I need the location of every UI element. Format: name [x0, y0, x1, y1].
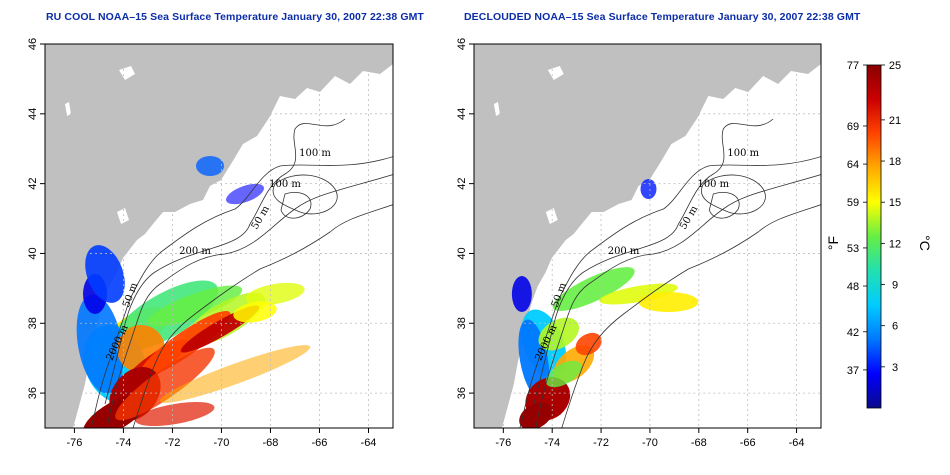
y-tick-label: 44	[27, 108, 39, 120]
colorbar-gradient	[867, 65, 881, 408]
celsius-tick-label: 25	[889, 60, 901, 72]
fahrenheit-tick-label: 77	[847, 60, 859, 72]
y-tick-label: 46	[456, 38, 468, 50]
y-tick-label: 40	[456, 247, 468, 259]
x-tick-label: -74	[544, 437, 560, 449]
y-tick-label: 46	[27, 38, 39, 50]
celsius-tick-label: 21	[889, 115, 901, 127]
y-tick-label: 40	[27, 247, 39, 259]
y-tick-label: 38	[27, 317, 39, 329]
x-tick-label: -64	[789, 437, 805, 449]
x-tick-label: -64	[361, 437, 377, 449]
y-tick-label: 36	[27, 387, 39, 399]
celsius-tick-label: 6	[892, 321, 898, 333]
x-tick-label: -74	[115, 437, 131, 449]
y-tick-label: 44	[456, 108, 468, 120]
contour-label: 100 m	[727, 148, 759, 159]
x-tick-label: -76	[495, 437, 511, 449]
contour-label: 100 m	[299, 148, 331, 159]
fahrenheit-axis-label: °F	[825, 236, 841, 250]
celsius-tick-label: 3	[892, 362, 898, 374]
fahrenheit-tick-label: 59	[847, 197, 859, 209]
contour-label: 100 m	[698, 179, 730, 190]
x-tick-label: -76	[66, 437, 82, 449]
x-tick-label: -68	[691, 437, 707, 449]
y-tick-label: 42	[27, 178, 39, 190]
y-tick-label: 42	[456, 178, 468, 190]
fahrenheit-tick-label: 48	[847, 281, 859, 293]
x-tick-label: -66	[312, 437, 328, 449]
y-tick-label: 36	[456, 387, 468, 399]
celsius-tick-label: 9	[892, 280, 898, 292]
y-tick-label: 38	[456, 317, 468, 329]
fahrenheit-tick-label: 37	[847, 365, 859, 377]
temperature-colorbar: 25 21 18 15 12 9 6 3 77 69 64 59 53 48 42 37 °F °C	[825, 60, 933, 408]
celsius-tick-label: 15	[889, 197, 901, 209]
contour-label: 100 m	[269, 179, 301, 190]
x-tick-label: -70	[642, 437, 658, 449]
fahrenheit-tick-label: 69	[847, 121, 859, 133]
fahrenheit-tick-label: 64	[847, 159, 859, 171]
fahrenheit-tick-label: 53	[847, 243, 859, 255]
contour-label: 200 m	[608, 246, 640, 257]
x-tick-label: -72	[593, 437, 609, 449]
x-tick-label: -68	[263, 437, 279, 449]
x-tick-label: -72	[164, 437, 180, 449]
x-tick-label: -70	[213, 437, 229, 449]
x-tick-label: -66	[740, 437, 756, 449]
celsius-tick-label: 12	[889, 238, 901, 250]
celsius-tick-label: 18	[889, 156, 901, 168]
fahrenheit-tick-label: 42	[847, 327, 859, 339]
celsius-axis-label: °C	[917, 235, 933, 251]
contour-label: 200 m	[179, 246, 211, 257]
